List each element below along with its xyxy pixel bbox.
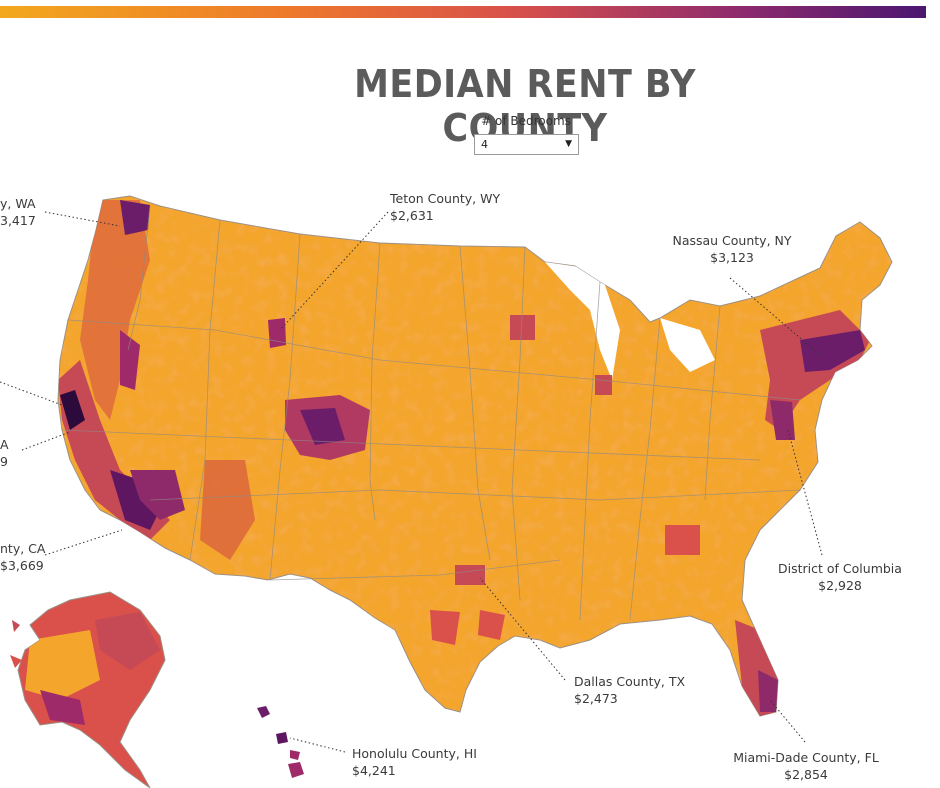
callout-la-county-ca: nty, CA $3,669: [0, 540, 46, 574]
callout-value: $2,928: [818, 578, 862, 593]
callout-value: $2,631: [390, 208, 434, 223]
callout-name: nty, CA: [0, 541, 46, 556]
callout-name: Miami-Dade County, FL: [733, 750, 879, 765]
chevron-down-icon: ▼: [565, 139, 572, 149]
callout-value: $4,241: [352, 763, 396, 778]
callout-ca-county: A 9: [0, 436, 9, 470]
callout-name: Honolulu County, HI: [352, 746, 477, 761]
callout-name: District of Columbia: [778, 561, 902, 576]
callout-teton-county-wy: Teton County, WY $2,631: [390, 190, 500, 224]
callout-miami-dade-county-fl: Miami-Dade County, FL $2,854: [728, 749, 884, 783]
callout-name: Teton County, WY: [390, 191, 501, 206]
header-gradient-bar: [0, 6, 926, 18]
bedrooms-select[interactable]: 4 ▼: [474, 134, 579, 155]
callout-value: $2,473: [574, 691, 618, 706]
bedrooms-filter-label: # of Bedrooms: [481, 114, 571, 128]
callout-value: 3,417: [0, 213, 36, 228]
callout-value: 9: [0, 454, 8, 469]
callout-name: Dallas County, TX: [574, 674, 686, 689]
callout-value: $3,123: [710, 250, 754, 265]
page-title: MEDIAN RENT BY COUNTY: [354, 62, 696, 150]
callout-name: Nassau County, NY: [672, 233, 792, 248]
bedrooms-selected-value: 4: [481, 138, 488, 151]
callout-honolulu-county-hi: Honolulu County, HI $4,241: [352, 745, 477, 779]
callout-value: $3,669: [0, 558, 44, 573]
callout-district-of-columbia: District of Columbia $2,928: [772, 560, 908, 594]
callout-leader-lines: [0, 211, 823, 753]
callout-dallas-county-tx: Dallas County, TX $2,473: [574, 673, 685, 707]
callout-value: $2,854: [784, 767, 828, 782]
hawaii: [257, 706, 304, 778]
callout-name: A: [0, 437, 9, 452]
callout-nassau-county-ny: Nassau County, NY $3,123: [662, 232, 802, 266]
alaska: [10, 591, 166, 788]
callout-name: y, WA: [0, 196, 36, 211]
contiguous-us: [57, 195, 893, 717]
callout-king-county-wa: y, WA 3,417: [0, 195, 36, 229]
